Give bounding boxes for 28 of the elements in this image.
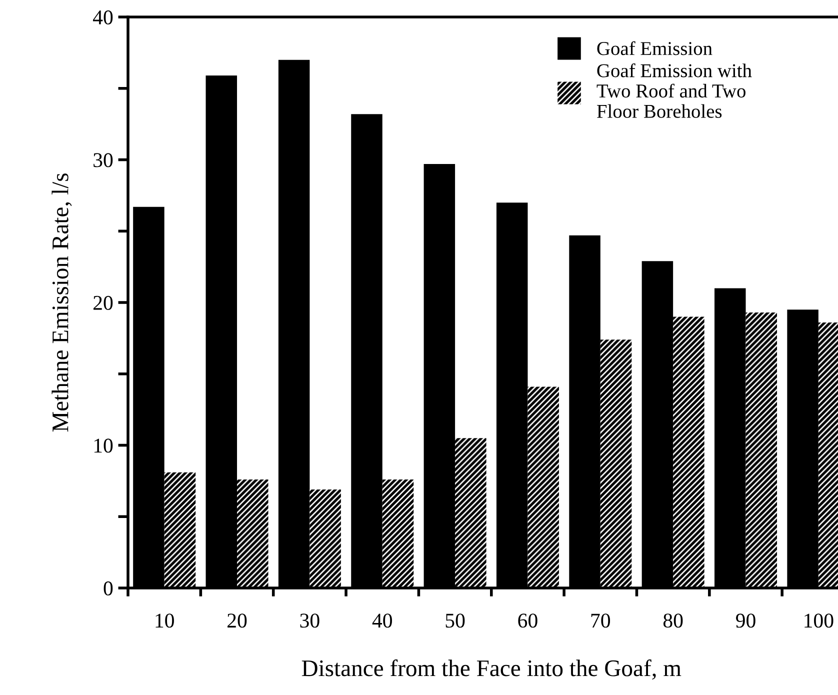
x-tick-label: 30: [300, 614, 320, 628]
y-tick-label: 30: [94, 153, 113, 168]
y-tick-label: 20: [94, 296, 113, 310]
legend-label: Goaf Emission: [597, 41, 712, 56]
x-tick-label: 40: [372, 614, 392, 628]
legend-label: Goaf Emission with Two Roof and Two Floor Boreholes: [596, 63, 752, 118]
bar: [528, 386, 559, 588]
x-axis-title: Distance from the Face into the Goaf, m: [302, 659, 682, 680]
x-tick-label: 20: [228, 614, 247, 628]
bar: [600, 340, 632, 588]
x-tick-label: 80: [663, 614, 683, 628]
x-tick-label: 90: [736, 614, 756, 628]
bar: [673, 316, 704, 588]
bar: [237, 480, 268, 588]
x-tick-label: 60: [518, 614, 538, 628]
bar: [746, 312, 777, 588]
x-tick-label: 70: [591, 614, 610, 628]
y-tick-label: 10: [94, 438, 113, 453]
x-tick-label: 100: [804, 614, 834, 628]
bar: [310, 490, 341, 588]
bar: [455, 438, 486, 588]
x-tick-label: 10: [156, 614, 174, 628]
bar: [382, 480, 414, 588]
y-axis-title: Methane Emission Rate, l/s: [52, 174, 72, 432]
x-tick-label: 50: [446, 614, 465, 628]
bar: [164, 472, 196, 588]
y-tick-label: 40: [92, 10, 113, 24]
y-tick-label: 0: [104, 581, 113, 596]
